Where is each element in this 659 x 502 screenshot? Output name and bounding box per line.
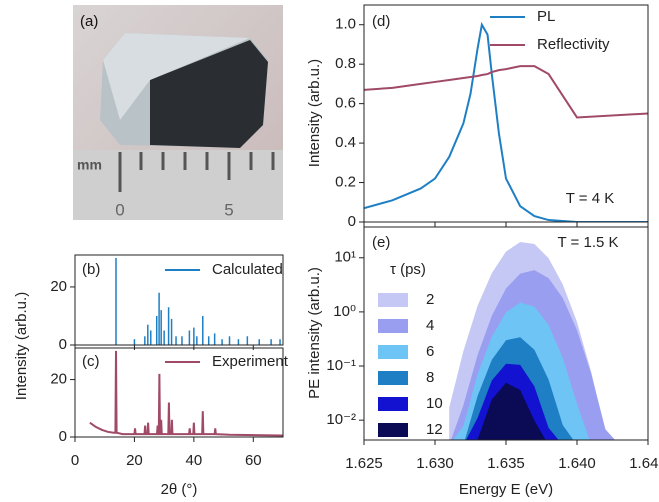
y-tick-label: 0.4 [335, 134, 356, 151]
y-tick-label: 10⁻² [326, 411, 356, 428]
x-axis-label: Energy E (eV) [459, 481, 553, 498]
y-axis-label: Intensity (arb.u.) [306, 59, 323, 167]
ruler [73, 150, 283, 220]
y-axis-label: PE intensity (arb.u.) [306, 267, 323, 399]
y-tick-label: 10¹ [334, 249, 356, 266]
axes-frame [363, 4, 649, 223]
annotation: T = 1.5 K [557, 234, 618, 251]
legend-label: Calculated [212, 261, 283, 278]
plot-area [449, 242, 616, 440]
x-tick-label: 60 [245, 452, 262, 469]
legend-label: 10 [426, 395, 443, 412]
x-tick-label: 1.635 [487, 455, 525, 472]
x-axis-label: 2θ (°) [161, 481, 198, 498]
axes-frame [74, 347, 284, 438]
y-tick-label: 0 [59, 336, 67, 353]
ruler-label: 0 [115, 200, 124, 219]
legend-swatch [378, 397, 408, 411]
y-tick-label: 10⁰ [333, 303, 356, 320]
crystal-facet [150, 40, 268, 148]
ruler-unit: mm [77, 157, 102, 173]
y-tick-label: 0.6 [335, 95, 356, 112]
line [364, 21, 648, 222]
plot-area [364, 21, 648, 222]
plot-area [115, 257, 281, 345]
x-tick-label: 20 [126, 452, 143, 469]
legend-label: 4 [426, 317, 434, 334]
x-tick-label: 1.645 [629, 455, 659, 472]
legend-label: 12 [426, 421, 443, 438]
panel-label: (b) [82, 261, 100, 278]
area [476, 382, 546, 440]
legend-title: τ (ps) [390, 261, 426, 278]
legend-label: Reflectivity [537, 36, 610, 53]
legend-swatch [378, 293, 408, 307]
line [89, 350, 283, 437]
line [364, 65, 648, 119]
legend-label: PL [537, 8, 555, 25]
x-tick-label: 0 [71, 452, 79, 469]
legend-label: 2 [426, 291, 434, 308]
plot-area [89, 350, 283, 437]
panel-label: (a) [80, 13, 98, 30]
legend-swatch [378, 319, 408, 333]
ruler-label: 5 [224, 200, 233, 219]
y-tick-label: 20 [50, 371, 67, 388]
legend-label: Experiment [212, 353, 289, 370]
legend-swatch [378, 345, 408, 359]
y-tick-label: 20 [50, 278, 67, 295]
legend-label: 8 [426, 369, 434, 386]
axes-frame [74, 254, 284, 346]
panel-label: (d) [372, 13, 390, 30]
annotation: T = 4 K [566, 190, 615, 207]
x-tick-label: 1.625 [345, 455, 383, 472]
ruler-ticks [118, 152, 275, 192]
x-tick-label: 1.640 [558, 455, 596, 472]
legend-label: 6 [426, 343, 434, 360]
y-tick-label: 0.2 [335, 174, 356, 191]
y-tick-label: 0 [59, 428, 67, 445]
y-tick-label: 0 [348, 213, 356, 230]
panel-label: (e) [372, 234, 390, 251]
x-tick-label: 40 [186, 452, 203, 469]
y-tick-label: 10⁻¹ [326, 357, 356, 374]
crystal-facet-light [103, 33, 250, 120]
y-tick-label: 1.0 [335, 16, 356, 33]
panel-label: (c) [82, 353, 100, 370]
y-axis-label: Intensity (arb.u.) [13, 292, 30, 400]
axes-frame [363, 226, 649, 441]
legend-swatch [378, 371, 408, 385]
legend-swatch [378, 423, 408, 437]
x-tick-label: 1.630 [416, 455, 454, 472]
photo: (a) mm 0 5 [73, 5, 283, 220]
y-tick-label: 0.8 [335, 55, 356, 72]
